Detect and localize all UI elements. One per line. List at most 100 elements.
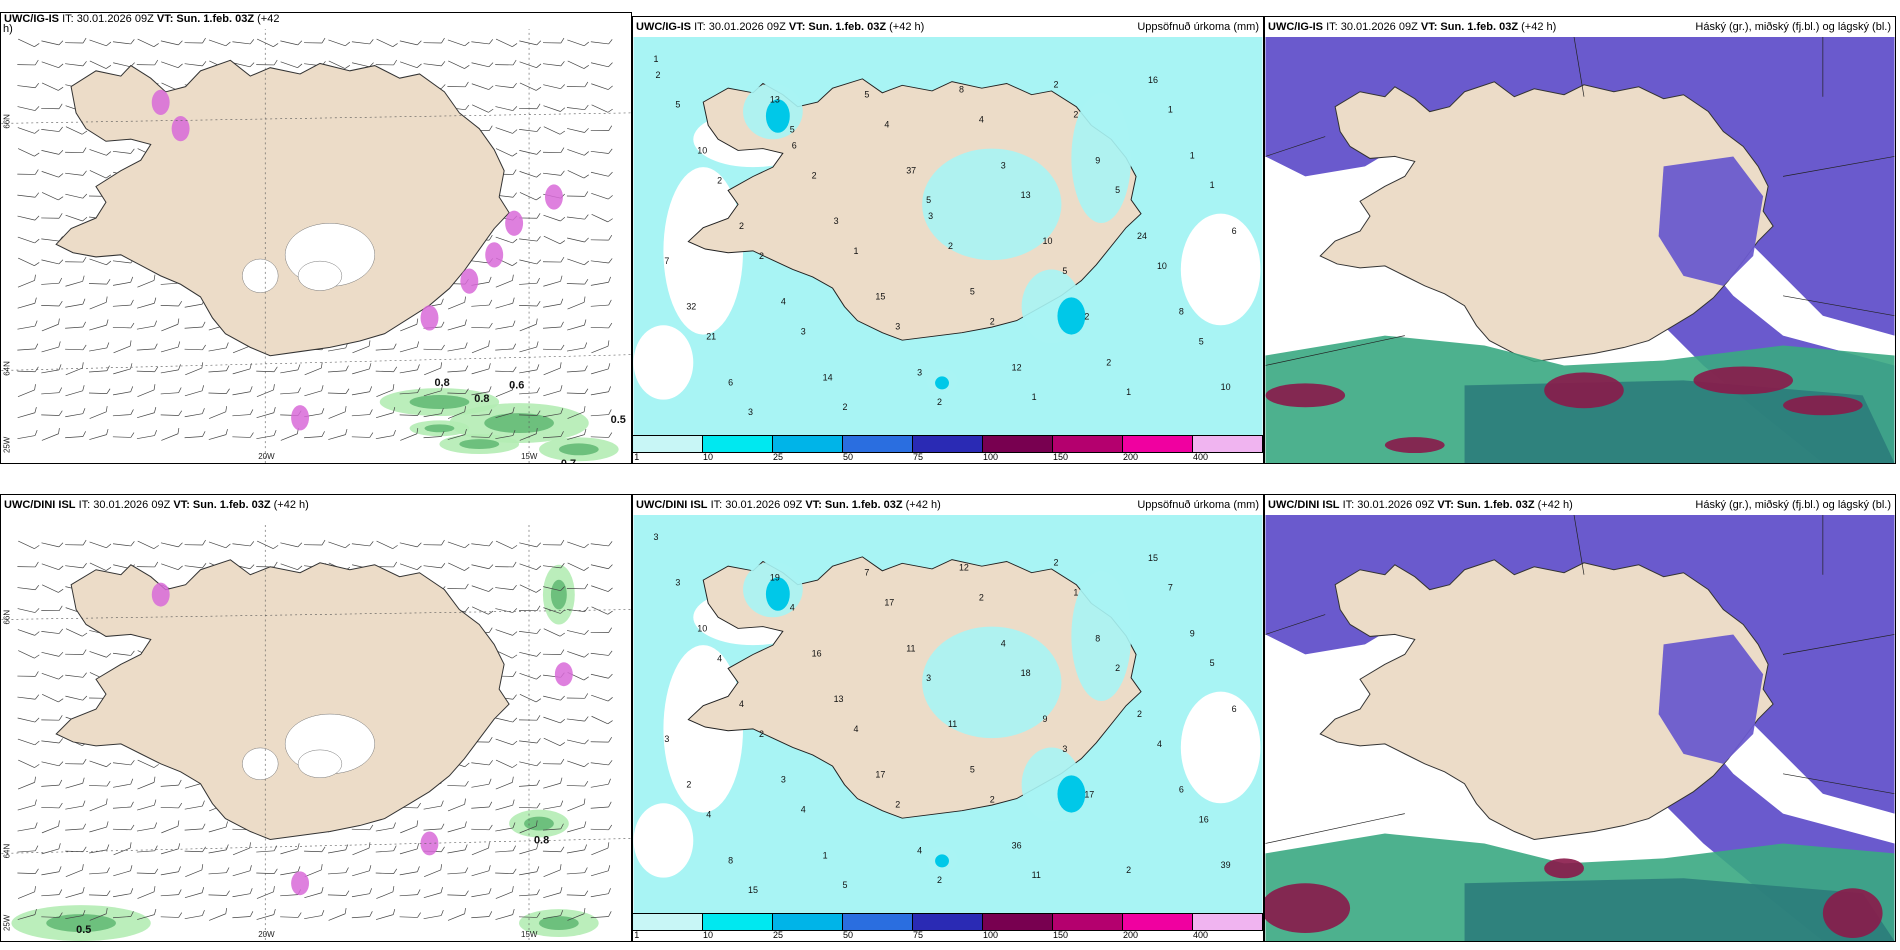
colorbar-swatch (773, 436, 843, 452)
wind-barb (495, 868, 517, 874)
wind-barb (65, 563, 87, 569)
precip-cloud (1693, 366, 1793, 395)
wind-barb (352, 340, 371, 354)
boundary-line (1782, 156, 1895, 177)
wind-barb (160, 364, 181, 374)
wind-value: 0.8 (474, 393, 489, 405)
wind-barb (65, 170, 87, 176)
wind-barb (136, 868, 159, 874)
precip-area (922, 148, 1062, 261)
iceland-land (1319, 81, 1774, 362)
wind-barb (590, 299, 612, 307)
precip-value: 5 (970, 765, 975, 775)
wind-barb (280, 542, 303, 548)
map-clouds-ig (1265, 37, 1895, 463)
wind-barb (304, 887, 324, 899)
wind-barb (112, 299, 134, 307)
precip-value: 14 (823, 372, 833, 382)
precip-value: 4 (853, 724, 858, 734)
wind-barb (304, 385, 324, 397)
wind-barb (495, 584, 517, 591)
wind-barb (17, 192, 40, 198)
wind-barb (89, 319, 109, 331)
boundary-line (1573, 515, 1585, 575)
wind-barb (543, 777, 563, 789)
precip-cloud (1384, 437, 1445, 454)
wind-barb (495, 366, 517, 373)
snow-area (505, 210, 524, 236)
valid-time: VT: Sun. 1.feb. 03Z (805, 499, 903, 511)
wind-barb (65, 864, 84, 877)
wind-barb (41, 300, 63, 307)
wind-barb (542, 539, 565, 546)
precip-core (424, 424, 455, 433)
wind-barb (327, 890, 350, 896)
wind-barb (567, 60, 589, 69)
precip-value: 1 (1126, 387, 1131, 397)
wind-barb (376, 540, 398, 549)
wind-barb (543, 362, 562, 376)
wind-barb (471, 778, 492, 788)
wind-barb (495, 59, 517, 66)
wind-barb (137, 886, 156, 899)
wind-barb (471, 888, 492, 898)
precip-value: 2 (1084, 312, 1089, 322)
wind-barb (471, 62, 494, 68)
wind-barb (399, 40, 422, 46)
wind-barb (65, 649, 87, 655)
wind-barb (567, 149, 589, 156)
wind-barb (519, 364, 540, 374)
wind-barb (400, 427, 419, 441)
wind-barb (519, 694, 542, 703)
wind-barb (328, 541, 351, 549)
wind-barb (136, 320, 157, 330)
precip-value: 7 (1168, 583, 1173, 593)
wind-barb (423, 800, 444, 810)
precip-value: 5 (1115, 185, 1120, 195)
colorbar-label: 10 (702, 930, 713, 940)
wind-barb (137, 384, 156, 397)
snow-area (420, 305, 439, 331)
wind-barb (447, 388, 469, 394)
wind-barb (256, 430, 277, 440)
wind-barb (375, 868, 398, 874)
precip-value: 2 (948, 241, 953, 251)
wind-barb (590, 171, 613, 177)
wind-barb (184, 823, 206, 831)
wind-barb (542, 846, 565, 853)
precip-value: 24 (1137, 231, 1147, 241)
wind-barb (519, 820, 538, 834)
wind-barb (17, 169, 39, 175)
wind-barb (41, 126, 63, 132)
panel-header: UWC/IG-IS IT: 30.01.2026 09Z VT: Sun. 1.… (1, 13, 631, 29)
wind-barb (184, 385, 204, 397)
wind-barb (256, 59, 278, 66)
wind-barb (399, 542, 422, 548)
precip-value: 2 (1106, 357, 1111, 367)
wind-barb (375, 430, 396, 440)
precip-value: 8 (959, 85, 964, 95)
wind-barb (41, 171, 64, 178)
wind-barb (184, 408, 205, 418)
wind-barb (423, 431, 445, 439)
wind-barb (519, 651, 542, 657)
wind-barb (591, 694, 613, 702)
precip-value: 3 (928, 211, 933, 221)
wind-barb (519, 61, 542, 69)
wind-barb (566, 693, 589, 699)
wind-barb (89, 798, 108, 812)
wind-barb (89, 890, 111, 896)
wind-barb (542, 344, 565, 351)
wind-barb (17, 845, 39, 853)
wind-barb (567, 428, 587, 440)
wind-barb (590, 62, 613, 68)
wind-barb (352, 363, 372, 375)
precip-value: 3 (917, 367, 922, 377)
snow-area (544, 184, 563, 210)
wind-barb (232, 432, 254, 438)
init-time: IT: 30.01.2026 09Z (1342, 499, 1435, 511)
precip-heavy (765, 577, 790, 611)
wind-barb (17, 236, 40, 244)
panel-variable: Uppsöfnuð úrkoma (mm) (1137, 21, 1259, 33)
wind-barb (328, 60, 351, 69)
